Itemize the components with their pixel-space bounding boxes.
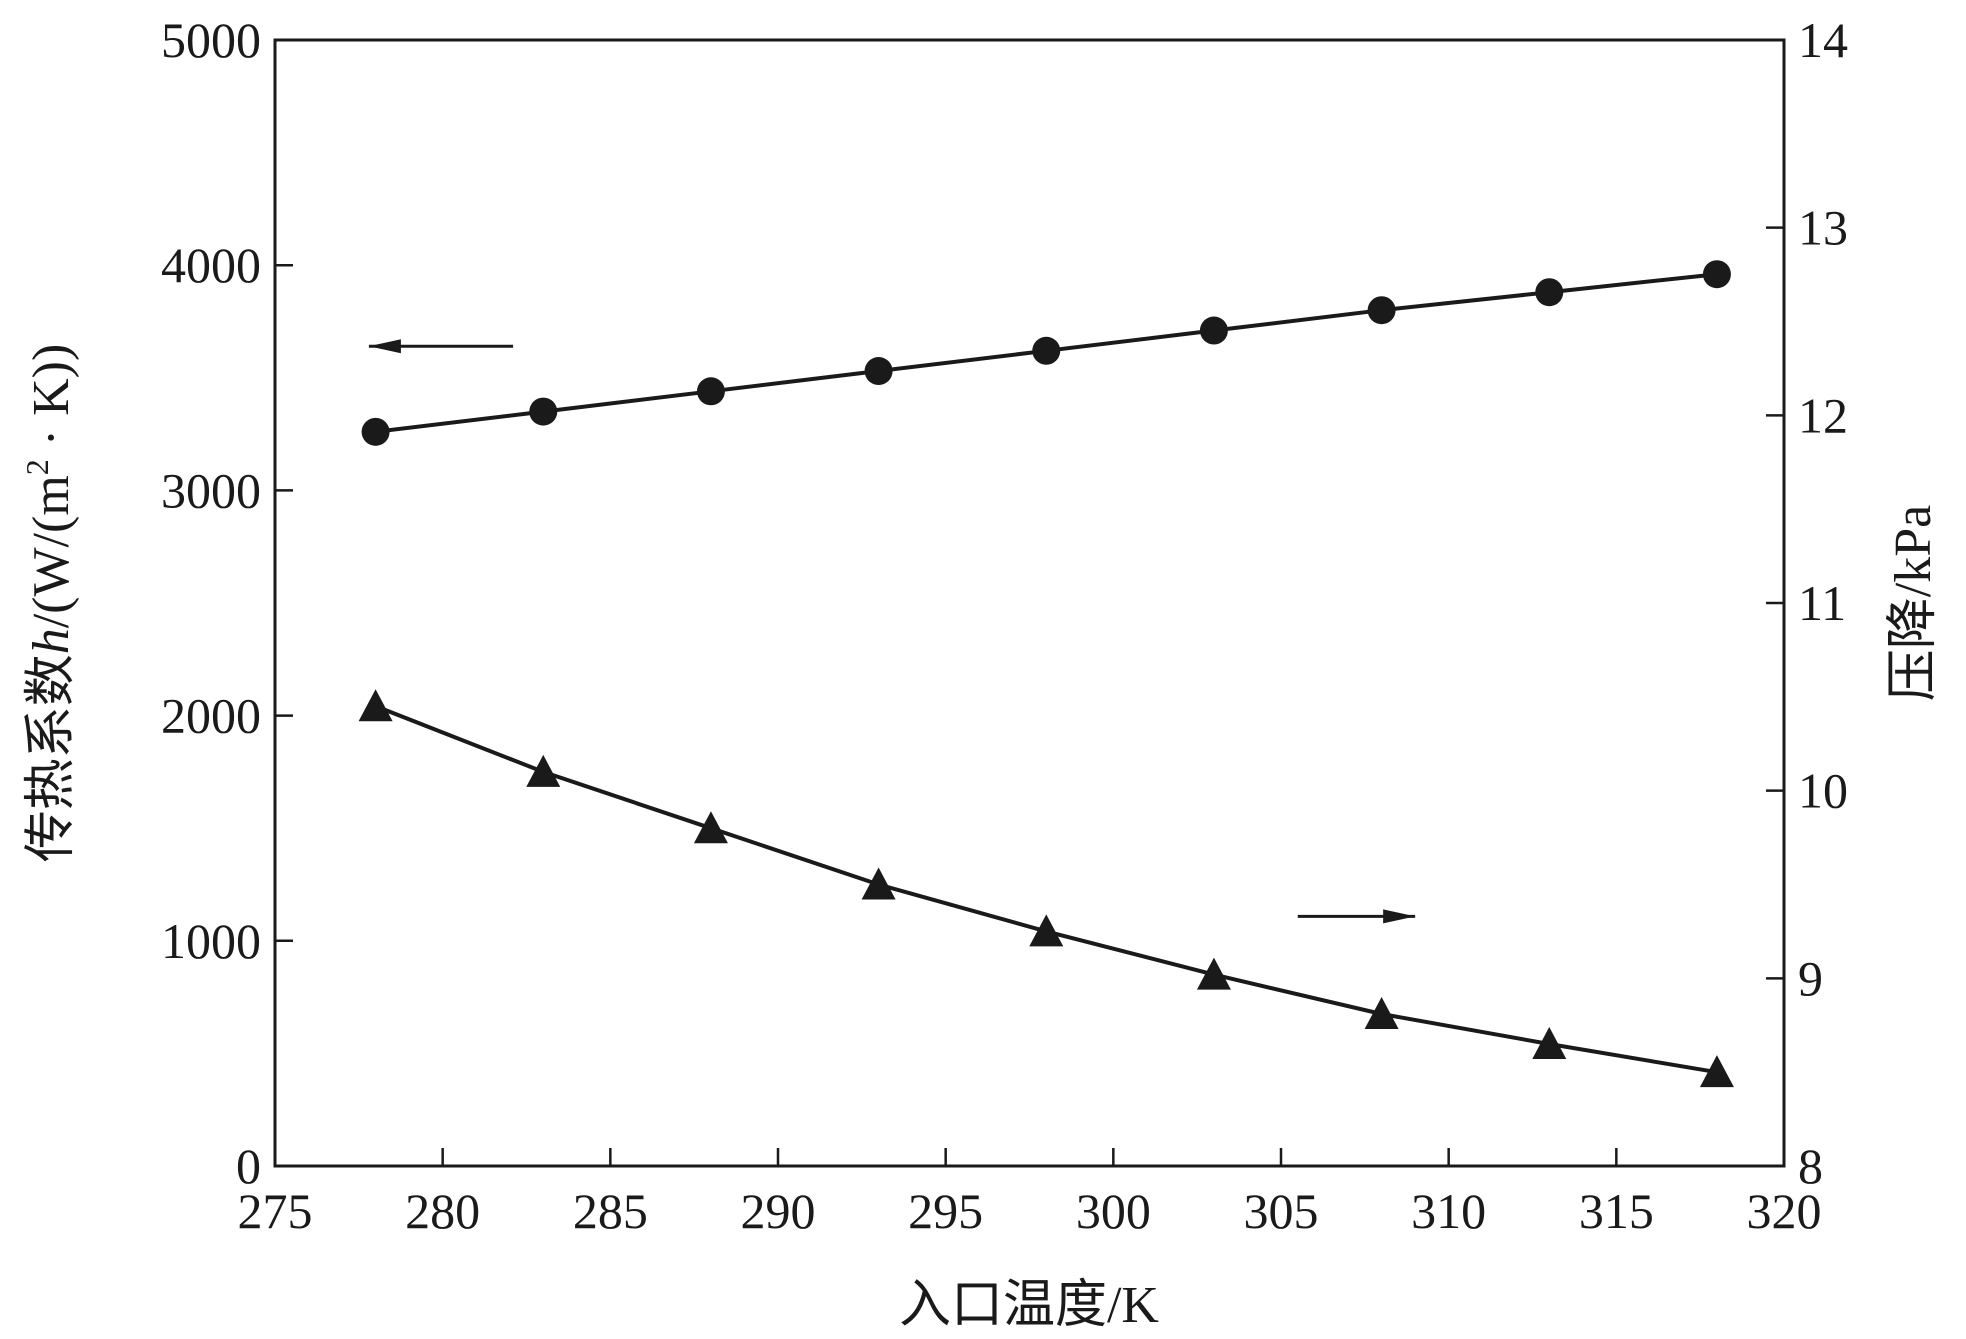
right-y-axis-title: 压降/kPa xyxy=(1885,505,1942,701)
right-y-tick-label: 8 xyxy=(1798,1138,1823,1194)
right-y-tick-label: 12 xyxy=(1798,387,1848,443)
left-y-title-symbol: h xyxy=(23,628,80,654)
series-0-point xyxy=(361,417,390,446)
annotation-layer xyxy=(368,339,1416,924)
x-tick-label: 290 xyxy=(741,1183,816,1239)
left-y-tick-label: 1000 xyxy=(161,913,261,969)
plot-frame xyxy=(273,38,1786,1168)
series-0-point xyxy=(1702,260,1731,289)
series-0-point xyxy=(529,397,558,426)
right-y-tick-label: 9 xyxy=(1798,950,1823,1006)
x-tick-label: 295 xyxy=(908,1183,983,1239)
x-tick-label: 315 xyxy=(1579,1183,1654,1239)
series-0-point xyxy=(696,377,725,406)
series-0-point xyxy=(1367,296,1396,325)
series-1-point xyxy=(1364,996,1399,1029)
series-layer xyxy=(358,260,1734,1088)
series-1-line xyxy=(374,704,1718,1075)
x-tick-label: 275 xyxy=(238,1183,313,1239)
right-y-tick-label: 13 xyxy=(1798,200,1848,256)
series-1-point xyxy=(1699,1055,1734,1088)
series-1-point xyxy=(1196,957,1231,990)
right-y-tick-label: 11 xyxy=(1798,575,1846,631)
series-0-point xyxy=(864,357,893,386)
left-y-tick-label: 4000 xyxy=(161,237,261,293)
right-y-axis: 8 9 10 11 12 13 14 xyxy=(1766,12,1848,1194)
series-1-point xyxy=(1029,914,1064,947)
left-y-title-prefix: 传热系数 xyxy=(23,654,80,862)
left-axis-arrow-head xyxy=(368,339,401,354)
left-y-tick-label: 0 xyxy=(236,1138,261,1194)
left-y-axis: 0 1000 2000 3000 4000 5000 xyxy=(161,12,293,1194)
series-1-point xyxy=(358,689,393,722)
left-y-title-superscript: 2 xyxy=(19,459,55,475)
left-y-tick-label: 3000 xyxy=(161,462,261,518)
series-1-point xyxy=(861,867,896,900)
x-tick-label: 310 xyxy=(1411,1183,1486,1239)
series-1-point xyxy=(526,754,561,787)
series-1-point xyxy=(1532,1027,1567,1060)
x-tick-label: 280 xyxy=(405,1183,480,1239)
left-y-tick-label: 2000 xyxy=(161,688,261,744)
left-y-axis-title: 传热系数h/(W/(m2 · K)) xyxy=(19,344,80,863)
left-y-title-tail: · K)) xyxy=(23,344,80,460)
series-0-point xyxy=(1032,336,1061,365)
right-y-tick-label: 10 xyxy=(1798,763,1848,819)
x-tick-label: 285 xyxy=(573,1183,648,1239)
series-0-point xyxy=(1199,316,1228,345)
series-0-point xyxy=(1535,278,1564,307)
right-y-tick-label: 14 xyxy=(1798,12,1848,68)
x-tick-label: 305 xyxy=(1244,1183,1319,1239)
x-tick-label: 300 xyxy=(1076,1183,1151,1239)
left-y-title-unit: /(W/(m xyxy=(23,475,80,628)
x-axis-title: 入口温度/K xyxy=(899,1277,1159,1334)
left-y-tick-label: 5000 xyxy=(161,12,261,68)
x-tick-label: 320 xyxy=(1747,1183,1822,1239)
x-axis: 275 280 285 290 295 300 305 310 315 320 xyxy=(238,1148,1822,1239)
right-axis-arrow-head xyxy=(1383,909,1416,924)
series-1-point xyxy=(693,811,728,844)
